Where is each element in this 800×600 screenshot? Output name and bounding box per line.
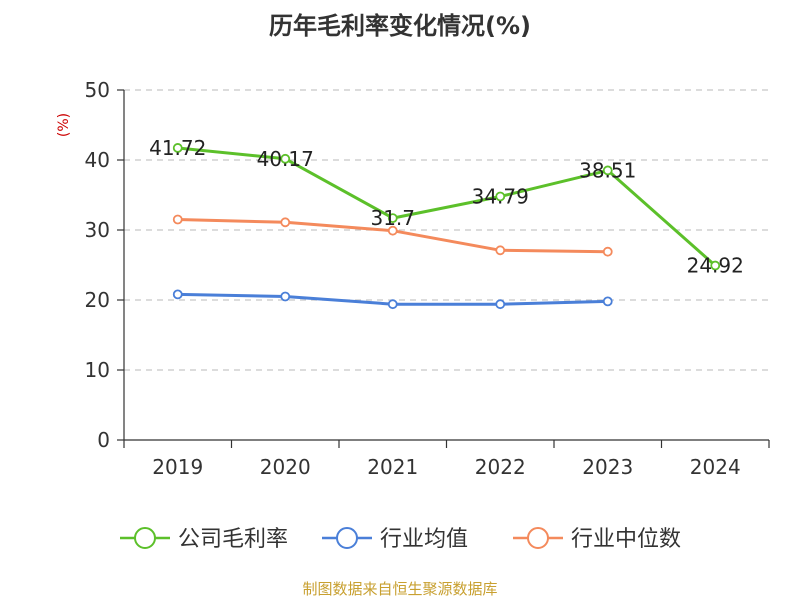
data-label: 34.79 (472, 184, 529, 208)
y-tick-label: 10 (85, 358, 110, 382)
y-tick-label: 0 (97, 428, 110, 452)
series-line (177, 146, 717, 267)
source-note: 制图数据来自恒生聚源数据库 (302, 580, 498, 598)
grid-lines (124, 89, 769, 371)
data-point (387, 213, 398, 224)
legend: 公司毛利率 行业均值 行业中位数 (120, 527, 681, 552)
data-point (495, 299, 506, 310)
x-tick-label: 2022 (475, 455, 526, 479)
data-point (172, 214, 183, 225)
x-tick-label: 2020 (260, 455, 311, 479)
data-point (602, 246, 613, 257)
axes: 0 10 20 30 40 50 (%) 2019 2020 2021 2022 2023 2024 (56, 78, 770, 479)
legend-label: 公司毛利率 (178, 527, 288, 552)
data-point (495, 245, 506, 256)
data-point (710, 260, 721, 271)
x-tick-label: 2024 (690, 455, 741, 479)
y-tick-label: 50 (85, 78, 110, 102)
chart-title: 历年毛利率变化情况(%) (269, 12, 531, 40)
data-label: 24.92 (687, 254, 744, 278)
data-point (172, 289, 183, 300)
data-point (280, 291, 291, 302)
legend-item: 行业中位数 (513, 527, 681, 552)
legend-marker (336, 527, 358, 549)
x-tick-label: 2023 (582, 455, 633, 479)
data-point (172, 143, 183, 153)
legend-item: 行业均值 (322, 527, 468, 552)
legend-marker (134, 527, 156, 549)
data-point (280, 217, 291, 228)
y-tick-label: 40 (85, 148, 110, 172)
data-label: 31.7 (370, 206, 415, 230)
series-lines (172, 143, 721, 310)
data-point (602, 296, 613, 307)
data-point (495, 191, 506, 202)
y-axis-label: (%) (56, 113, 72, 137)
x-tick-label: 2021 (367, 455, 418, 479)
y-tick-label: 20 (85, 288, 110, 312)
legend-label: 行业中位数 (571, 527, 681, 552)
x-tick-label: 2019 (152, 455, 203, 479)
data-label: 40.17 (257, 147, 314, 171)
data-label: 41.72 (149, 136, 206, 160)
legend-label: 行业均值 (380, 527, 468, 552)
legend-item: 公司毛利率 (120, 527, 288, 552)
y-tick-label: 30 (85, 218, 110, 242)
data-point (387, 299, 398, 310)
data-point (387, 225, 398, 236)
data-point (602, 165, 613, 176)
data-label: 38.51 (579, 158, 636, 182)
data-labels: 41.72 40.17 31.7 34.79 38.51 24.92 (149, 136, 744, 278)
legend-marker (527, 527, 549, 549)
data-point (280, 153, 291, 164)
